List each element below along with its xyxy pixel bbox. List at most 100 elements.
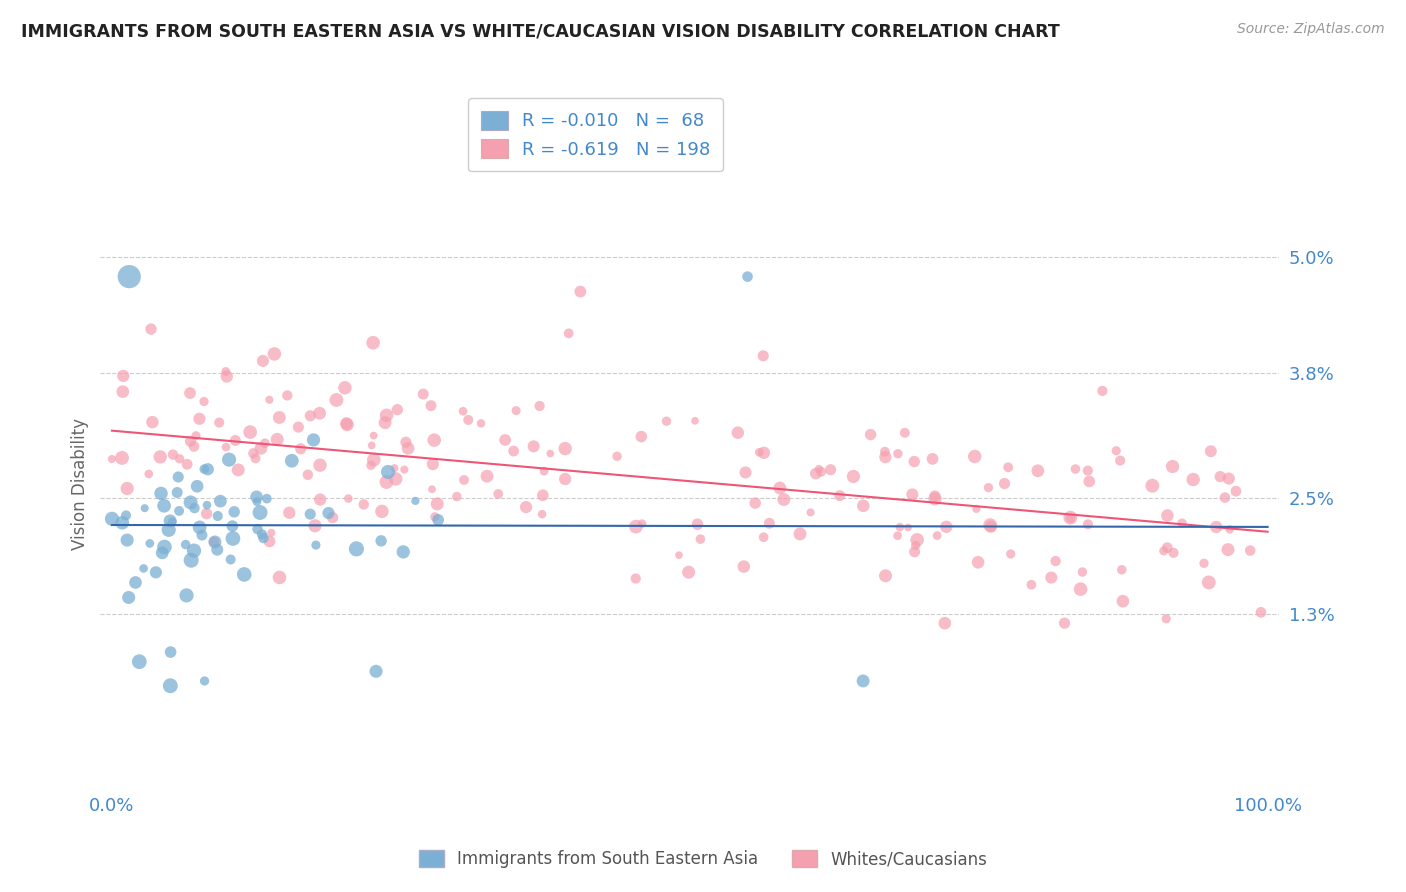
Point — [423, 509, 446, 524]
Point — [1216, 542, 1239, 557]
Point — [422, 457, 444, 471]
Point — [157, 523, 180, 537]
Point — [538, 446, 561, 460]
Point — [1213, 491, 1236, 505]
Point — [139, 322, 162, 336]
Point — [188, 411, 211, 425]
Point — [502, 444, 524, 458]
Point — [531, 488, 554, 502]
Point — [804, 467, 827, 481]
Point — [1171, 516, 1194, 531]
Point — [193, 462, 215, 476]
Point — [145, 566, 167, 580]
Point — [569, 285, 592, 299]
Point — [233, 567, 256, 582]
Point — [901, 487, 924, 501]
Point — [395, 435, 418, 450]
Point — [758, 516, 780, 531]
Point — [191, 528, 214, 542]
Point — [1182, 473, 1205, 487]
Point — [1154, 612, 1177, 626]
Point — [1059, 510, 1081, 524]
Point — [150, 486, 173, 500]
Point — [789, 527, 811, 541]
Point — [290, 442, 312, 456]
Point — [810, 465, 832, 479]
Point — [752, 530, 775, 544]
Point — [360, 438, 382, 452]
Point — [859, 427, 882, 442]
Point — [111, 516, 134, 530]
Point — [1078, 475, 1101, 489]
Point — [361, 335, 384, 350]
Point — [1239, 543, 1261, 558]
Point — [486, 487, 509, 501]
Point — [420, 399, 443, 413]
Point — [215, 440, 238, 454]
Point — [1153, 544, 1175, 558]
Point — [935, 520, 957, 534]
Point — [1161, 459, 1184, 474]
Point — [873, 444, 896, 458]
Point — [1218, 472, 1240, 486]
Point — [375, 409, 398, 423]
Point — [179, 386, 201, 401]
Point — [322, 510, 344, 524]
Point — [333, 381, 356, 395]
Point — [494, 433, 516, 447]
Point — [246, 494, 269, 508]
Point — [727, 425, 749, 440]
Point — [668, 548, 690, 562]
Point — [630, 429, 652, 443]
Point — [842, 469, 865, 483]
Point — [752, 349, 775, 363]
Point — [209, 494, 232, 508]
Point — [180, 553, 202, 567]
Point — [1156, 541, 1178, 555]
Point — [197, 462, 219, 476]
Point — [1064, 462, 1087, 476]
Point — [249, 506, 271, 520]
Point — [752, 446, 775, 460]
Point — [828, 489, 851, 503]
Point — [269, 570, 291, 584]
Point — [335, 417, 357, 431]
Point — [875, 569, 897, 583]
Point — [221, 519, 243, 533]
Point — [159, 679, 181, 693]
Point — [204, 535, 226, 549]
Point — [515, 500, 537, 515]
Point — [1250, 606, 1272, 620]
Point — [554, 472, 576, 486]
Point — [967, 555, 990, 569]
Point — [689, 532, 711, 546]
Point — [139, 536, 162, 550]
Point — [1053, 616, 1076, 631]
Point — [886, 529, 908, 543]
Point — [346, 541, 368, 556]
Point — [318, 506, 340, 520]
Point — [308, 406, 330, 420]
Point — [744, 496, 766, 510]
Y-axis label: Vision Disability: Vision Disability — [72, 417, 89, 549]
Point — [396, 442, 419, 456]
Point — [101, 452, 124, 467]
Point — [903, 454, 925, 468]
Point — [1199, 444, 1222, 458]
Point — [392, 545, 415, 559]
Point — [1070, 582, 1092, 596]
Point — [631, 516, 654, 531]
Point — [887, 447, 910, 461]
Point — [252, 354, 274, 368]
Point — [112, 368, 135, 383]
Point — [160, 515, 183, 529]
Point — [1059, 511, 1081, 525]
Point — [134, 501, 156, 516]
Point — [281, 454, 304, 468]
Point — [820, 463, 842, 477]
Point — [678, 565, 700, 579]
Point — [256, 491, 278, 506]
Point — [207, 508, 229, 523]
Point — [259, 534, 281, 549]
Point — [963, 450, 986, 464]
